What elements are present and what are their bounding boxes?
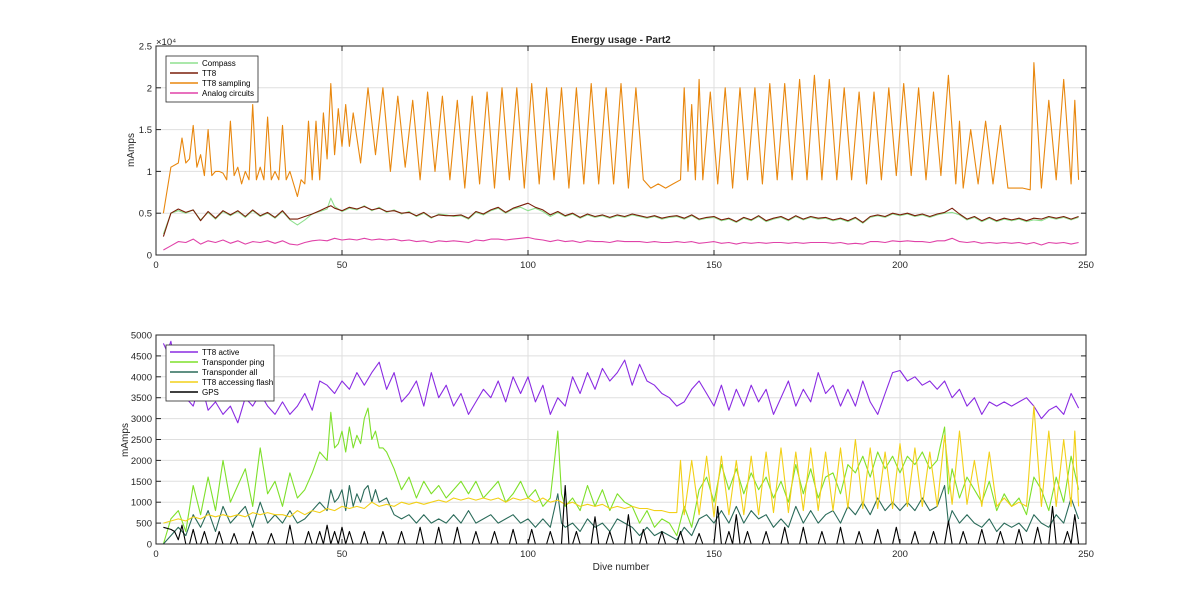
y-tick-label: 1 xyxy=(147,167,152,178)
y-tick-label: 0 xyxy=(147,251,152,262)
x-tick-label: 0 xyxy=(153,260,158,271)
plot-area xyxy=(156,46,1086,255)
x-tick-label: 100 xyxy=(520,260,536,271)
y-tick-label: 2500 xyxy=(131,435,152,446)
chart-title: Energy usage - Part2 xyxy=(571,35,671,46)
legend-entry: TT8 active xyxy=(202,348,240,357)
y-tick-label: 0.5 xyxy=(139,209,152,220)
x-tick-label: 50 xyxy=(337,549,348,560)
legend-entry: TT8 sampling xyxy=(202,79,250,88)
y-tick-label: 1500 xyxy=(131,477,152,488)
x-tick-label: 250 xyxy=(1078,260,1094,271)
y-tick-label: 3500 xyxy=(131,393,152,404)
y-tick-label: 3000 xyxy=(131,414,152,425)
energy-top-panel: Energy usage - Part2 ×10⁴ mAmps 0 50 100 15… xyxy=(126,35,1094,271)
x-tick-label: 150 xyxy=(706,549,722,560)
series-line-0 xyxy=(162,340,1080,424)
y-tick-label: 0 xyxy=(147,540,152,551)
series-line-3 xyxy=(163,236,1079,251)
y-tick-label: 5000 xyxy=(131,331,152,342)
series-line-4 xyxy=(163,484,1080,545)
legend-entry: Analog circuits xyxy=(202,89,254,98)
y-axis-label: mAmps xyxy=(126,133,137,167)
axes-box xyxy=(155,45,1087,256)
x-tick-label: 150 xyxy=(706,260,722,271)
y-tick-label: 2000 xyxy=(131,456,152,467)
legend-entry: TT8 xyxy=(202,69,217,78)
series-line-2 xyxy=(162,62,1080,214)
x-tick-label: 200 xyxy=(892,260,908,271)
x-tick-label: 250 xyxy=(1078,549,1094,560)
y-tick-label: 2 xyxy=(147,83,152,94)
energy-bottom-panel: mAmps Dive number 0 50 100 150 200 2500500100… xyxy=(120,331,1094,574)
y-tick-label: 1000 xyxy=(131,498,152,509)
y-exponent-label: ×10⁴ xyxy=(156,37,176,48)
x-tick-label: 0 xyxy=(153,549,158,560)
y-tick-label: 4000 xyxy=(131,372,152,383)
series-line-2 xyxy=(162,484,1080,545)
y-tick-label: 4500 xyxy=(131,351,152,362)
legend-entry: Transponder ping xyxy=(202,358,264,367)
legend-entry: Compass xyxy=(202,59,236,68)
series-line-1 xyxy=(162,407,1080,545)
y-axis-label: mAmps xyxy=(120,423,131,457)
y-tick-label: 500 xyxy=(136,519,152,530)
series-line-1 xyxy=(162,202,1079,237)
series-line-3 xyxy=(163,405,1080,524)
x-tick-label: 50 xyxy=(337,260,348,271)
y-tick-label: 2.5 xyxy=(139,42,152,53)
x-axis-label: Dive number xyxy=(593,562,650,573)
x-tick-label: 100 xyxy=(520,549,536,560)
legend-entry: TT8 accessing flash xyxy=(202,378,273,387)
legend-entry: Transponder all xyxy=(202,368,258,377)
legend-entry: GPS xyxy=(202,388,219,397)
x-tick-label: 200 xyxy=(892,549,908,560)
y-tick-label: 1.5 xyxy=(139,125,152,136)
